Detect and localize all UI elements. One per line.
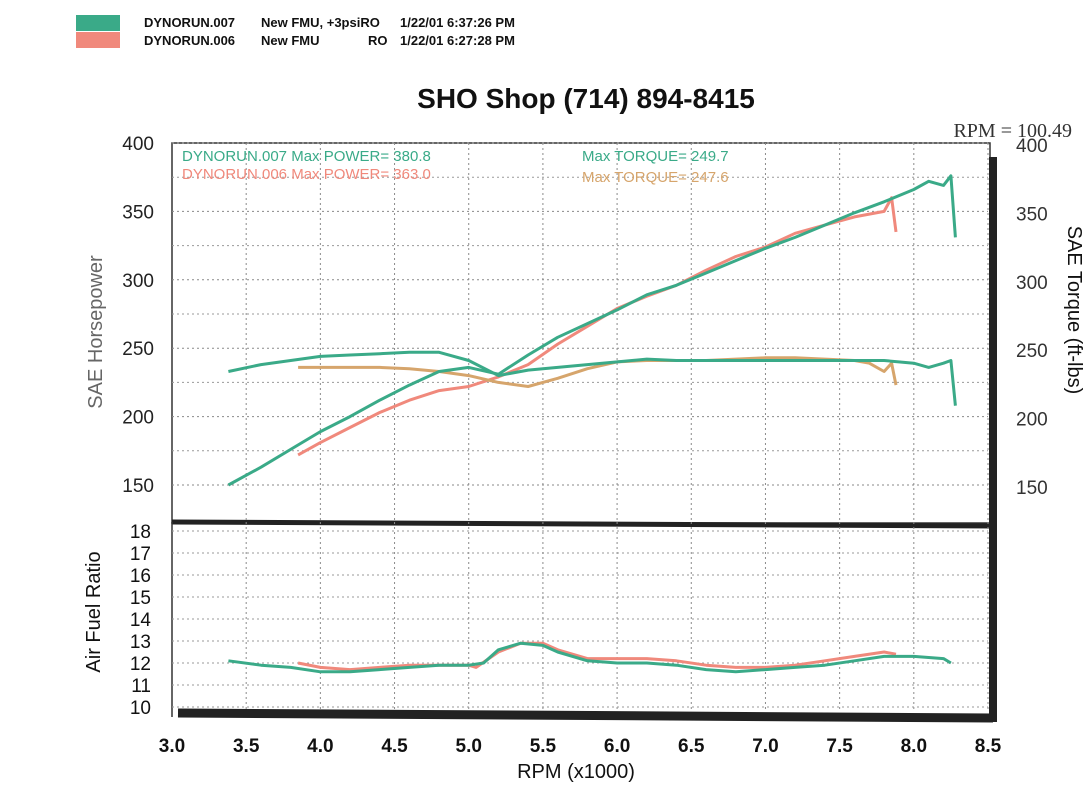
x-tick-label: 6.5 xyxy=(678,736,705,757)
main-grid xyxy=(172,142,989,520)
series-afr-dynorun-006 xyxy=(297,641,897,672)
afr-tick-label: 10 xyxy=(130,698,151,719)
x-tick-label: 7.0 xyxy=(752,736,778,757)
y2-tick-label: 250 xyxy=(1016,341,1048,362)
y2-tick-label: 400 xyxy=(1016,136,1048,157)
y-axis-label-afr: Air Fuel Ratio xyxy=(83,551,105,672)
afr-tick-label: 17 xyxy=(130,544,151,565)
x-tick-label: 7.5 xyxy=(826,736,853,757)
x-tick-label: 5.0 xyxy=(456,736,482,757)
series-afr-dynorun-007 xyxy=(228,641,952,674)
afr-tick-label: 12 xyxy=(130,654,151,675)
x-tick-label: 3.5 xyxy=(233,736,260,757)
y-tick-label: 400 xyxy=(122,134,154,155)
y-axis-label-horsepower: SAE Horsepower xyxy=(85,255,107,409)
legend-run-007: DYNORUN.007 xyxy=(144,15,235,30)
y-tick-label: 200 xyxy=(122,408,154,429)
y-tick-label: 250 xyxy=(122,339,154,360)
legend-run-006: DYNORUN.006 xyxy=(144,33,235,48)
afr-plot-bottom-bar xyxy=(177,708,994,723)
y2-tick-label: 150 xyxy=(1016,478,1048,499)
annotation-power-007: DYNORUN.007 Max POWER= 380.8 xyxy=(182,148,431,165)
afr-tick-label: 16 xyxy=(130,566,151,587)
y2-axis-label-torque: SAE Torque (ft-lbs) xyxy=(1063,226,1085,395)
annotation-power-006: DYNORUN.006 Max POWER= 363.0 xyxy=(182,166,431,183)
legend-swatch-006 xyxy=(76,32,120,48)
y-tick-label: 350 xyxy=(122,202,154,223)
afr-tick-label: 15 xyxy=(130,588,151,609)
afr-tick-label: 18 xyxy=(130,522,151,543)
y2-tick-label: 300 xyxy=(1016,273,1048,294)
x-tick-label: 6.0 xyxy=(604,736,630,757)
axis-ticks: 150 200 250 300 350 400 150 200 250 300 350 400 1011… xyxy=(122,134,1047,757)
legend-desc-006: New FMU xyxy=(261,33,320,48)
y-tick-label: 150 xyxy=(122,476,154,497)
x-tick-label: 4.5 xyxy=(381,736,408,757)
legend-desc-007: New FMU, +3psiRO xyxy=(261,15,380,30)
legend-datetime-007: 1/22/01 6:37:26 PM xyxy=(400,15,515,30)
x-tick-label: 4.0 xyxy=(307,736,333,757)
main-plot-separator xyxy=(171,519,997,529)
afr-grid xyxy=(172,522,989,712)
x-tick-label: 8.0 xyxy=(901,736,927,757)
x-tick-label: 8.5 xyxy=(975,736,1002,757)
chart-title: SHO Shop (714) 894-8415 xyxy=(417,83,755,114)
rpm-note: RPM = 100.49 xyxy=(953,120,1072,142)
y-tick-label: 300 xyxy=(122,271,154,292)
y2-tick-label: 200 xyxy=(1016,410,1048,431)
afr-tick-label: 11 xyxy=(131,676,151,697)
legend-datetime-006: 1/22/01 6:27:28 PM xyxy=(400,33,515,48)
x-tick-label: 3.0 xyxy=(159,736,185,757)
main-plot-frame xyxy=(171,142,991,524)
annotation-torque-006: Max TORQUE= 247.6 xyxy=(582,169,729,186)
x-tick-label: 5.5 xyxy=(530,736,557,757)
afr-tick-label: 14 xyxy=(130,610,152,631)
series-dynorun-007-power xyxy=(227,174,957,487)
y2-tick-label: 350 xyxy=(1016,204,1048,225)
legend-ro-006: RO xyxy=(368,33,388,48)
x-axis-label: RPM (x1000) xyxy=(517,761,635,783)
annotation-torque-007: Max TORQUE= 249.7 xyxy=(582,148,729,165)
afr-tick-label: 13 xyxy=(130,632,151,653)
legend-swatch-007 xyxy=(76,15,120,31)
series-dynorun-007-torque xyxy=(228,350,957,406)
series-lines xyxy=(227,174,957,674)
